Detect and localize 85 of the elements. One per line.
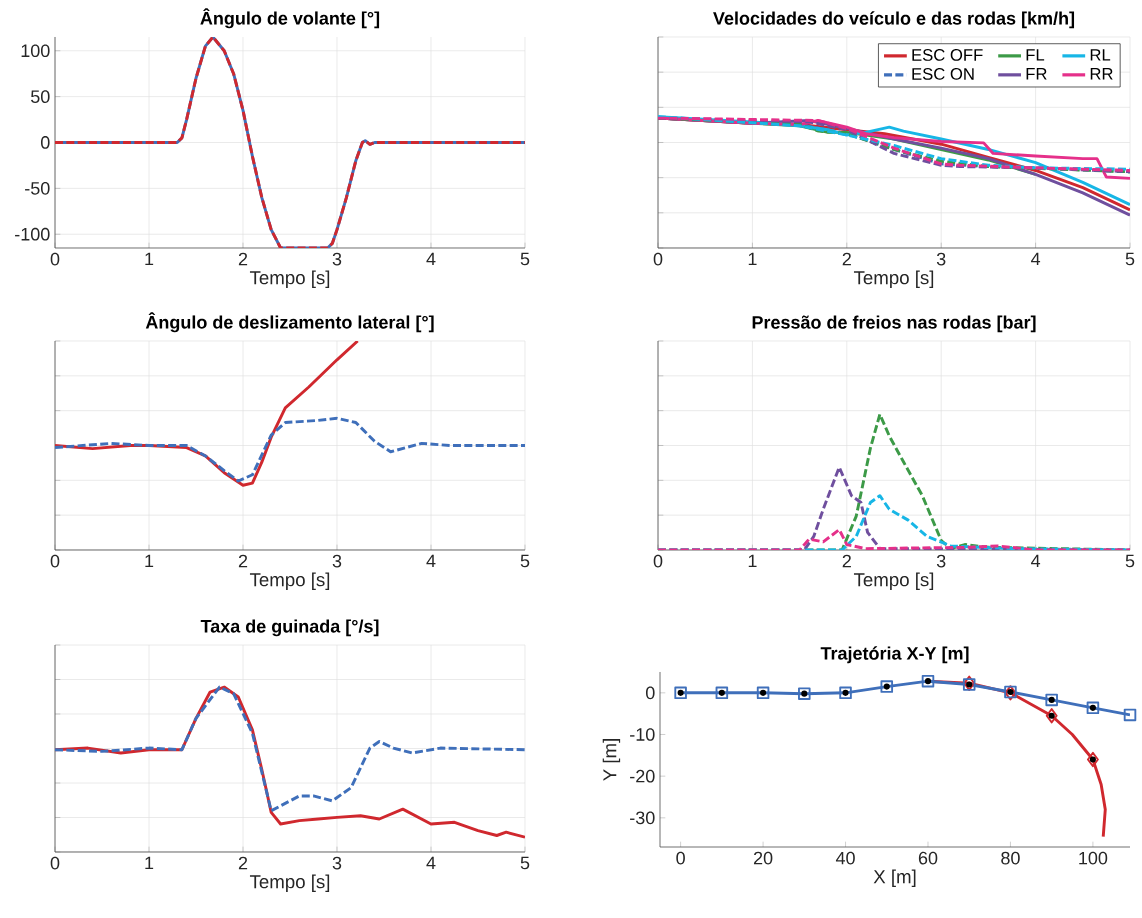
x-tick-label: 0	[676, 851, 685, 865]
x-tick-label: 1	[145, 856, 154, 870]
x-tick-label: 80	[1001, 851, 1020, 865]
point	[715, 686, 729, 700]
x-tick-label: 0	[50, 554, 60, 568]
point	[1086, 701, 1100, 715]
x-axis-title: Tempo [s]	[249, 874, 330, 893]
chart-title: Pressão de freios nas rodas [bar]	[752, 315, 1036, 333]
x-tick-label: 2	[238, 252, 248, 266]
x-tick-label: 5	[520, 554, 530, 568]
x-tick-label: 1	[145, 252, 154, 266]
point	[756, 686, 770, 700]
x-tick-label: 4	[426, 554, 436, 568]
legend-label: RR	[1090, 68, 1113, 80]
x-tick-label: 0	[50, 856, 60, 870]
x-tick-label: 5	[520, 856, 530, 870]
legend-label: FR	[1026, 68, 1047, 80]
x-tick-label: 20	[753, 851, 773, 865]
x-tick-label: 2	[842, 554, 851, 568]
line-series	[55, 37, 525, 248]
y-tick-label: 0	[40, 136, 50, 149]
x-tick-label: 3	[936, 554, 946, 568]
point	[1048, 696, 1055, 703]
x-tick-label: 100	[1079, 851, 1108, 865]
point	[1089, 704, 1096, 711]
point	[1089, 756, 1096, 763]
x-tick-label: 3	[936, 252, 946, 266]
x-tick-label: 4	[1031, 554, 1041, 568]
x-tick-label: 2	[238, 554, 248, 568]
point	[760, 689, 767, 696]
x-tick-label: 4	[426, 252, 436, 266]
x-tick-label: 2	[842, 252, 851, 266]
legend-label: RL	[1090, 49, 1111, 61]
y-tick-label: 0	[646, 686, 655, 700]
x-tick-label: 0	[50, 252, 60, 266]
x-axis-title: Tempo [s]	[249, 572, 330, 590]
y-tick-label: 50	[30, 90, 50, 103]
legend-label: ESC ON	[912, 68, 974, 80]
x-tick-label: 40	[835, 851, 855, 865]
x-tick-label: 1	[748, 554, 757, 568]
point	[1045, 693, 1058, 707]
legend-label: ESC OFF	[912, 49, 983, 61]
y-tick-label: -50	[25, 181, 50, 195]
x-tick-label: 60	[918, 851, 938, 865]
y-tick-label: -30	[630, 811, 655, 825]
chart-title: Taxa de guinada [°/s]	[200, 619, 379, 637]
x-tick-label: 3	[332, 856, 342, 870]
x-axis-title: X [m]	[873, 869, 916, 888]
chart-title: Ângulo de volante [°]	[200, 8, 380, 29]
point	[1086, 751, 1099, 768]
point	[674, 686, 687, 700]
x-tick-label: 1	[748, 252, 757, 266]
y-tick-label: -20	[630, 769, 655, 783]
x-tick-label: 4	[426, 856, 436, 870]
point	[1048, 712, 1055, 719]
x-tick-label: 5	[1125, 252, 1135, 266]
chart-title: Ângulo de deslizamento lateral [°]	[145, 312, 434, 333]
point	[1123, 708, 1137, 722]
x-axis-title: Tempo [s]	[853, 270, 934, 288]
x-axis-title: Tempo [s]	[853, 572, 934, 590]
x-axis-title: Tempo [s]	[249, 270, 330, 288]
point	[718, 689, 725, 696]
y-tick-label: -100	[15, 227, 50, 241]
point	[842, 689, 849, 696]
x-tick-label: 5	[520, 252, 530, 266]
chart-title: Trajetória X-Y [m]	[820, 646, 969, 664]
x-tick-label: 2	[238, 856, 248, 870]
y-tick-label: 100	[21, 44, 50, 58]
point	[924, 678, 932, 685]
x-tick-label: 5	[1125, 554, 1135, 568]
chart-title: Velocidades do veículo e das rodas [km/h]	[713, 11, 1075, 29]
x-tick-label: 1	[145, 554, 154, 568]
point	[966, 681, 973, 688]
point	[921, 674, 935, 688]
x-tick-label: 3	[332, 554, 342, 568]
point	[880, 680, 894, 693]
point	[1045, 708, 1058, 724]
x-tick-label: 3	[332, 252, 342, 266]
y-tick-label: -10	[630, 728, 655, 741]
x-tick-label: 4	[1031, 252, 1041, 266]
point	[883, 683, 890, 690]
point	[677, 689, 684, 696]
legend-label: FL	[1026, 49, 1045, 61]
point	[839, 686, 852, 700]
y-axis-title: Y [m]	[602, 739, 621, 781]
